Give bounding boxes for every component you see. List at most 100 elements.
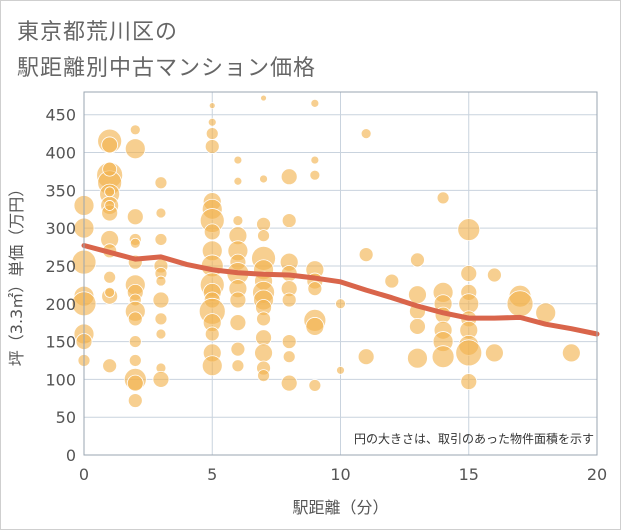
bubble-point xyxy=(486,267,502,283)
bubble-point xyxy=(360,128,372,139)
bubble-point xyxy=(410,252,425,268)
x-tick-label: 10 xyxy=(330,465,350,484)
bubble-point xyxy=(384,273,400,289)
y-tick-label: 200 xyxy=(45,295,76,314)
trend-line xyxy=(81,243,600,337)
bubble-point xyxy=(155,328,167,340)
x-tick-label: 0 xyxy=(79,465,89,484)
bubble-point xyxy=(104,186,116,198)
bubble-point xyxy=(357,348,375,366)
bubble-point xyxy=(204,139,220,154)
bubble-point xyxy=(409,318,426,335)
bubble-point xyxy=(484,343,504,363)
bubble-point xyxy=(305,317,325,336)
bubble-point xyxy=(336,365,345,375)
bubble-point xyxy=(229,291,247,309)
bubble-point xyxy=(281,292,297,308)
chart-title-line-2: 駅距離別中古マンション価格 xyxy=(17,56,317,81)
y-tick-label: 100 xyxy=(45,370,76,389)
bubble-point xyxy=(281,213,297,228)
bubble-point xyxy=(232,215,244,226)
bubble-point xyxy=(207,117,217,127)
bubble-point xyxy=(127,311,143,327)
y-tick-label: 250 xyxy=(45,257,76,276)
bubble-point xyxy=(103,270,117,284)
size-note: 円の大きさは、取引のあった物件面積を示す xyxy=(354,431,594,446)
bubble-point xyxy=(129,124,141,136)
bubble-point xyxy=(257,229,270,243)
bubble-point xyxy=(233,155,243,165)
bubble-point xyxy=(255,329,272,347)
bubble-point xyxy=(307,281,323,297)
bubble-point xyxy=(280,374,298,392)
bubble-point xyxy=(128,335,142,348)
chart-title-line-1: 東京都荒川区の xyxy=(17,20,179,45)
bubble-point xyxy=(256,216,271,232)
bubble-point xyxy=(208,102,216,110)
y-axis-label: 坪（3.3㎡）単価（万円） xyxy=(7,181,26,366)
bubble-point xyxy=(260,94,267,102)
y-tick-label: 0 xyxy=(66,446,76,465)
bubble-point xyxy=(203,223,221,241)
bubble-point xyxy=(126,208,144,226)
bubble-point xyxy=(126,374,144,392)
bubble-point xyxy=(154,176,168,190)
bubble-point xyxy=(259,174,268,184)
x-tick-labels: 0 5 10 15 20 xyxy=(79,465,607,484)
bubble-point xyxy=(358,247,374,262)
bubble-point xyxy=(280,168,298,186)
bubble-point xyxy=(104,200,116,211)
bubble-point xyxy=(230,341,246,357)
y-tick-label: 300 xyxy=(45,219,76,238)
bubble-point xyxy=(455,339,483,367)
bubble-point xyxy=(457,218,481,242)
y-tick-label: 150 xyxy=(45,333,76,352)
bubble-point xyxy=(124,138,146,160)
bubble-point xyxy=(152,291,170,309)
y-tick-label: 450 xyxy=(45,106,76,125)
bubble-point xyxy=(127,393,143,408)
bubble-point xyxy=(257,369,270,382)
bubble-point xyxy=(408,285,427,305)
bubble-series xyxy=(71,94,581,408)
x-axis-label: 駅距離（分） xyxy=(292,498,388,517)
bubble-point xyxy=(310,98,320,108)
bubble-point xyxy=(101,136,119,154)
bubble-point xyxy=(102,161,118,177)
bubble-point xyxy=(128,354,142,367)
bubble-point xyxy=(204,326,220,342)
x-tick-label: 5 xyxy=(207,465,217,484)
bubble-point xyxy=(256,311,271,327)
bubble-point xyxy=(155,275,167,287)
bubble-point xyxy=(436,191,450,205)
bubble-point xyxy=(308,379,322,392)
bubble-point xyxy=(309,169,321,181)
bubble-point xyxy=(231,359,245,373)
x-tick-label: 20 xyxy=(587,465,607,484)
chart-title: 東京都荒川区の 駅距離別中古マンション価格 xyxy=(17,15,316,87)
bubble-point xyxy=(229,314,247,332)
bubble-point xyxy=(129,237,141,249)
bubble-point xyxy=(310,155,320,165)
plot-border xyxy=(83,91,598,456)
bubble-point xyxy=(281,334,297,349)
bubble-point xyxy=(254,343,273,363)
bubble-point xyxy=(155,207,167,219)
bubble-point xyxy=(104,287,116,298)
y-tick-label: 400 xyxy=(45,144,76,163)
y-tick-labels: 0 50 100 150 200 250 300 350 400 450 xyxy=(45,106,76,465)
bubble-point xyxy=(282,350,296,364)
bubble-point xyxy=(152,370,170,388)
bubble-point xyxy=(506,290,534,318)
bubble-point xyxy=(233,176,243,186)
bubble-point xyxy=(460,265,478,282)
bubble-point xyxy=(561,343,581,363)
bubble-point xyxy=(407,347,428,369)
y-tick-label: 350 xyxy=(45,181,76,200)
bubble-point xyxy=(201,355,223,377)
bubble-point xyxy=(205,127,219,140)
y-tick-label: 50 xyxy=(56,408,76,427)
bubble-point xyxy=(335,298,346,310)
x-tick-label: 15 xyxy=(459,465,479,484)
